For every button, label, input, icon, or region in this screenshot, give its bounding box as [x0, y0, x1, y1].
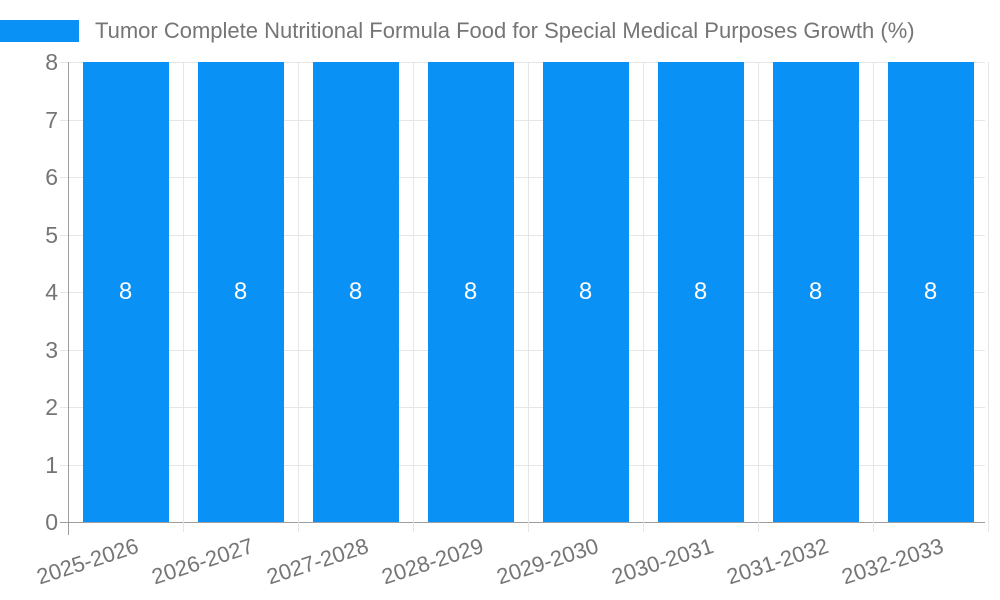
gridline-vertical [528, 62, 529, 532]
bar-2031-2032[interactable]: 8 [772, 62, 859, 522]
y-axis-line [68, 62, 69, 535]
bar-value-label: 8 [118, 278, 133, 305]
gridline-horizontal [60, 177, 985, 178]
y-tick-label: 1 [45, 451, 58, 478]
bar-value-label: 8 [463, 278, 478, 305]
bar-2027-2028[interactable]: 8 [312, 62, 399, 522]
x-axis-baseline [60, 522, 985, 523]
y-tick-label: 4 [45, 279, 58, 305]
gridline-horizontal [60, 407, 985, 408]
bar-value-label: 8 [348, 278, 363, 305]
gridline-horizontal [60, 464, 985, 466]
y-tick-label: 3 [45, 336, 58, 363]
bar-2029-2030[interactable]: 8 [542, 62, 629, 522]
bar-value-label: 8 [578, 278, 593, 305]
bar-2032-2033[interactable]: 8 [887, 62, 974, 522]
y-tick-label: 8 [45, 49, 58, 75]
gridline-vertical [643, 62, 644, 532]
chart-title: Tumor Complete Nutritional Formula Food … [95, 18, 915, 43]
gridline-vertical [298, 62, 299, 532]
gridline-horizontal [60, 119, 985, 121]
legend-swatch[interactable] [0, 20, 79, 42]
bar-2030-2031[interactable]: 8 [657, 62, 744, 522]
gridline-horizontal [60, 349, 985, 351]
y-tick-label: 6 [45, 164, 58, 190]
gridline-horizontal [60, 234, 985, 236]
gridline-vertical [183, 62, 184, 532]
y-tick-label: 0 [45, 509, 58, 535]
bar-value-label: 8 [693, 278, 708, 305]
plot-area: 8 8 8 8 8 8 8 8 [60, 62, 989, 532]
gridline-vertical [758, 62, 759, 532]
gridline-vertical [413, 62, 414, 532]
bar-value-label: 8 [808, 278, 823, 305]
gridline-vertical [873, 62, 874, 532]
bar-2028-2029[interactable]: 8 [427, 62, 514, 522]
gridline-horizontal [60, 62, 985, 63]
bar-value-label: 8 [923, 278, 938, 305]
y-tick-label: 2 [45, 394, 58, 420]
bar-2025-2026[interactable]: 8 [82, 62, 169, 522]
y-tick-label: 5 [45, 221, 58, 248]
gridline-horizontal [60, 292, 985, 293]
bar-2026-2027[interactable]: 8 [197, 62, 284, 522]
gridline-vertical [988, 62, 989, 532]
bar-value-label: 8 [233, 278, 248, 305]
y-tick-label: 7 [45, 106, 58, 133]
